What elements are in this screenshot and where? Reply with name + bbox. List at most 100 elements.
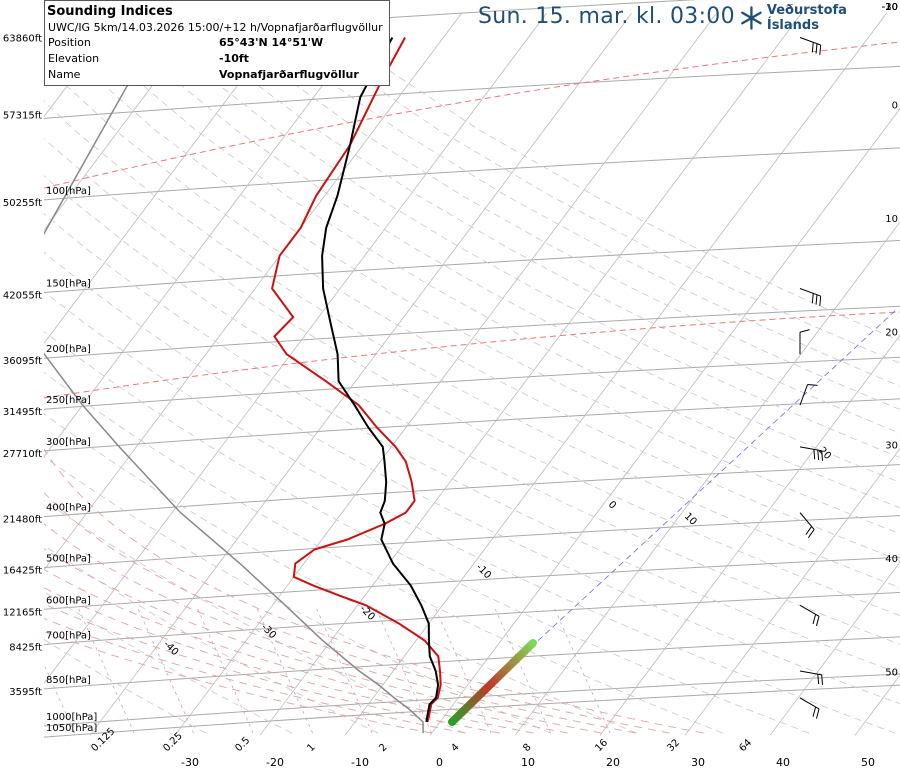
altitude-tick-label: 27710ft bbox=[3, 449, 42, 460]
wind-barb bbox=[799, 288, 821, 297]
chart-title: Sun. 15. mar. kl. 03:00 bbox=[478, 4, 735, 29]
altitude-tick-label: 8425ft bbox=[9, 642, 42, 653]
wind-barb-flag bbox=[821, 450, 824, 461]
isotherm-line bbox=[89, 13, 632, 736]
altitude-tick-label: 12165ft bbox=[3, 607, 42, 618]
isotherm-line bbox=[259, 13, 802, 736]
wind-barb-flag bbox=[815, 708, 820, 719]
wind-barb-flag bbox=[813, 449, 816, 460]
moist-adiabat bbox=[44, 491, 670, 734]
wind-barb-flag bbox=[819, 44, 822, 56]
pressure-tick-label: 600[hPa] bbox=[46, 595, 91, 606]
mixing-ratio-line bbox=[136, 605, 195, 734]
isobar-line bbox=[44, 673, 900, 727]
isotherm-right-label: -10 bbox=[882, 2, 898, 13]
pressure-tick-label: 200[hPa] bbox=[46, 344, 91, 355]
isotherm-right-label: -20 bbox=[882, 2, 898, 13]
wind-barb-flag bbox=[811, 42, 814, 53]
altitude-tick-label: 36095ft bbox=[3, 356, 42, 367]
pressure-tick-label: 1000[hPa] bbox=[46, 712, 97, 723]
moist-adiabat bbox=[44, 603, 500, 734]
wind-barb-flag bbox=[817, 674, 820, 685]
isobar-line bbox=[44, 65, 900, 119]
info-row-name: Name Vopnafjarðarflugvöllur bbox=[45, 67, 389, 83]
wind-barb bbox=[799, 384, 808, 406]
pressure-tick-label: 100[hPa] bbox=[46, 186, 91, 197]
info-value: Vopnafjarðarflugvöllur bbox=[219, 68, 359, 81]
wind-barb-flag bbox=[812, 706, 817, 717]
wind-barb-flag bbox=[805, 526, 813, 535]
dry-adiabat bbox=[44, 64, 900, 561]
wind-barb-flag bbox=[812, 614, 817, 625]
mixing-ratio-line bbox=[255, 605, 314, 734]
temperature-tick-label: 20 bbox=[606, 756, 620, 768]
wind-barb-flag bbox=[821, 674, 824, 685]
dry-adiabat bbox=[44, 413, 637, 734]
info-title: Sounding Indices bbox=[47, 4, 173, 19]
isotherm-inline-label: 0 bbox=[606, 499, 618, 511]
mixing-ratio-line bbox=[195, 605, 254, 734]
isotherm-right-label: 20 bbox=[885, 327, 898, 338]
temperature-tick-label: 40 bbox=[776, 756, 790, 768]
wind-barb-flag bbox=[819, 295, 822, 307]
wind-barb bbox=[799, 604, 820, 617]
dry-adiabat bbox=[194, 37, 900, 434]
wind-barb-flag bbox=[815, 43, 818, 54]
mixing-ratio-label: 8 bbox=[521, 742, 533, 754]
info-row-position: Position 65°43'N 14°51'W bbox=[45, 35, 389, 51]
wind-barb bbox=[799, 37, 821, 46]
moist-adiabat bbox=[44, 523, 636, 734]
altitude-tick-label: 16425ft bbox=[3, 566, 42, 577]
pressure-tick-label: 500[hPa] bbox=[46, 554, 91, 565]
isobar-line bbox=[44, 398, 900, 452]
mixing-ratio-label: 1 bbox=[305, 742, 317, 754]
isotherm-line bbox=[514, 221, 900, 736]
pressure-tick-label: 300[hPa] bbox=[46, 437, 91, 448]
temperature-tick-label: 30 bbox=[691, 756, 705, 768]
isotherm-line bbox=[44, 13, 462, 571]
dry-adiabat bbox=[44, 591, 293, 734]
moist-adiabat bbox=[44, 617, 466, 734]
info-value: 65°43'N 14°51'W bbox=[219, 36, 324, 49]
info-label: Position bbox=[48, 36, 91, 49]
reference-dashed-line bbox=[44, 311, 900, 399]
moist-adiabat bbox=[44, 631, 432, 734]
info-label: Elevation bbox=[48, 52, 100, 65]
isobar-line bbox=[44, 147, 900, 201]
altitude-tick-label: 50255ft bbox=[3, 198, 42, 209]
altitude-tick-label: 3595ft bbox=[9, 687, 42, 698]
isotherm-line bbox=[344, 13, 887, 736]
mixing-ratio-label: 16 bbox=[593, 737, 610, 754]
temperature-tick-label: -20 bbox=[266, 756, 284, 768]
mixing-ratio-line bbox=[433, 605, 492, 734]
snowflake-logo-icon bbox=[741, 6, 762, 30]
dry-adiabat bbox=[44, 456, 551, 734]
isobar-line bbox=[44, 556, 900, 610]
isotherm-line bbox=[429, 107, 900, 736]
dry-adiabat bbox=[158, 37, 900, 458]
dry-adiabat bbox=[44, 330, 810, 734]
wind-barb-flag bbox=[815, 616, 820, 627]
info-row-elevation: Elevation -10ft bbox=[45, 51, 389, 67]
isotherm-right-label: 30 bbox=[885, 441, 898, 452]
reference-dashed-line bbox=[44, 41, 900, 189]
mixing-ratio-label: 0.5 bbox=[233, 735, 252, 754]
temperature-tick-label: 50 bbox=[861, 756, 875, 768]
wind-barb-flag bbox=[815, 294, 818, 305]
dry-adiabat bbox=[44, 638, 206, 734]
isotherm-inline-label: -30 bbox=[259, 622, 278, 641]
isotherm-line bbox=[854, 674, 900, 736]
isotherm-line bbox=[44, 13, 122, 118]
isotherm-inline-label: -40 bbox=[161, 639, 180, 658]
isotherm-right-label: 50 bbox=[885, 667, 898, 678]
wind-barbs bbox=[799, 37, 824, 719]
wind-barb-flag bbox=[811, 293, 814, 304]
isobar-line bbox=[44, 592, 900, 645]
mixing-ratio-label: 4 bbox=[449, 742, 461, 754]
brand-logo: Veðurstofa Íslands bbox=[738, 3, 898, 33]
info-value: -10ft bbox=[219, 52, 249, 65]
wind-barb bbox=[799, 512, 815, 530]
cape-area bbox=[448, 639, 537, 726]
altitude-tick-label: 31495ft bbox=[3, 407, 42, 418]
isotherm-line bbox=[44, 13, 207, 231]
